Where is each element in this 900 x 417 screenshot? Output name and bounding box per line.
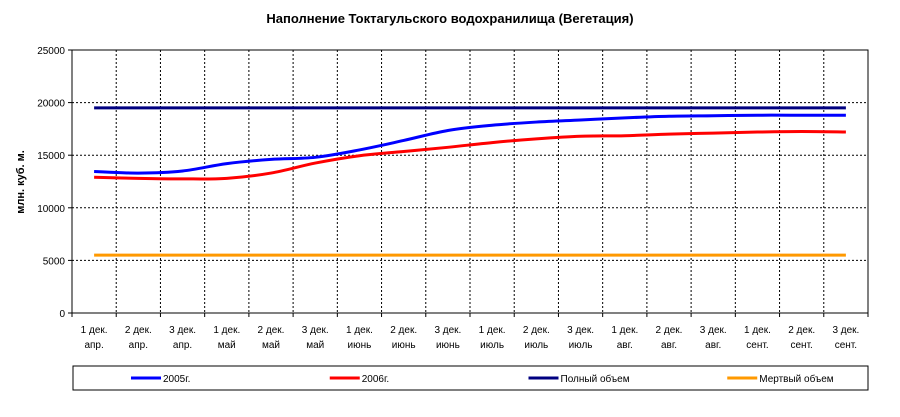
x-tick-label: 3 дек. авг. <box>700 325 727 351</box>
x-tick-label: 2 дек. июль <box>523 325 550 351</box>
x-tick-label: 1 дек. апр. <box>81 325 108 351</box>
legend: 2005г. 2006г. Полный объем Мертвый объем <box>72 365 869 391</box>
x-tick-label: 3 дек. июнь <box>434 325 461 351</box>
x-tick-label: 1 дек. сент. <box>744 325 771 351</box>
y-tick-label: 10000 <box>37 204 65 215</box>
x-tick-label: 3 дек. сент. <box>832 325 859 351</box>
x-tick-label: 1 дек. июнь <box>346 325 373 351</box>
y-tick-label: 5000 <box>43 256 66 267</box>
legend-label-2: 2006г. <box>362 374 389 385</box>
x-tick-label: 2 дек. май <box>258 325 285 351</box>
legend-label-4: Мертвый объем <box>759 373 834 385</box>
x-tick-label: 3 дек. апр. <box>169 325 196 351</box>
x-tick-label: 1 дек. май <box>213 325 240 351</box>
legend-label-3: Полный объем <box>561 373 630 385</box>
series-line-1 <box>94 113 846 175</box>
x-tick-label: 2 дек. июнь <box>390 325 417 351</box>
x-tick-label: 2 дек. апр. <box>125 325 152 351</box>
x-tick-label: 1 дек. июль <box>479 325 506 351</box>
y-tick-label: 20000 <box>37 99 65 110</box>
x-tick-label: 1 дек. авг. <box>611 325 638 351</box>
legend-label-1: 2005г. <box>163 374 190 385</box>
plot-border <box>71 49 869 314</box>
chart-title: Наполнение Токтагульского водохранилища … <box>266 11 633 26</box>
y-axis-label: млн. куб. м. <box>15 150 27 214</box>
y-tick-label: 15000 <box>37 151 65 162</box>
x-tick-label: 3 дек. июль <box>567 325 594 351</box>
x-tick-label: 2 дек. авг. <box>656 325 683 351</box>
y-tick-label: 0 <box>59 309 65 320</box>
series-line-2 <box>94 130 846 181</box>
x-tick-label: 3 дек. май <box>302 325 329 351</box>
x-tick-label: 2 дек. сент. <box>788 325 815 351</box>
plot-area: 0 5000 10000 15000 20000 25000 1 дек. апр. 2 дек… <box>37 46 869 351</box>
y-tick-label: 25000 <box>37 46 65 57</box>
